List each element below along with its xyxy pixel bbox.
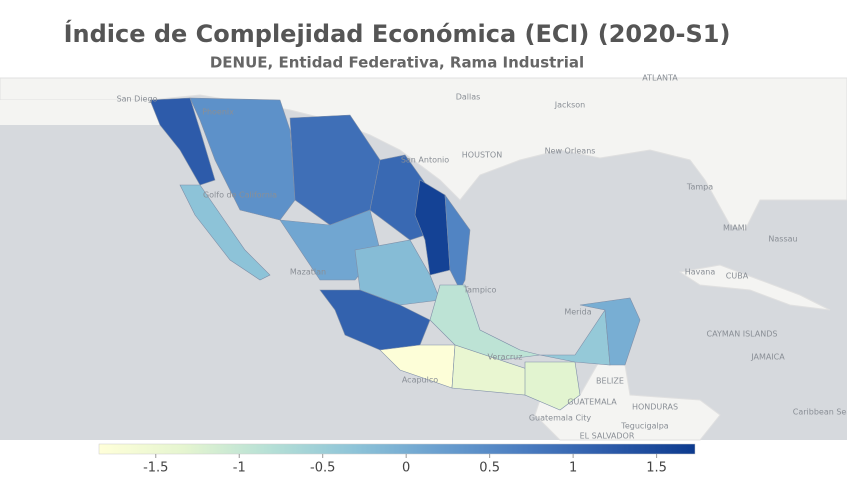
map-label: Phoenix: [202, 108, 234, 117]
land-west: [0, 100, 160, 125]
map-label: San Diego: [117, 95, 158, 104]
tick-label: -0.5: [310, 461, 335, 476]
map-label: Guatemala City: [529, 414, 592, 423]
map-label: Tampico: [463, 286, 497, 295]
map-labels: San Diego Phoenix Dallas Jackson ATLANTA San …: [117, 74, 847, 441]
map-label: JAMAICA: [750, 353, 785, 362]
map-label: New Orleans: [545, 147, 596, 156]
map-label: GUATEMALA: [567, 398, 617, 407]
regions: [149, 97, 641, 411]
map-label: CUBA: [726, 272, 749, 281]
map-label: BELIZE: [596, 377, 624, 386]
region: [524, 361, 581, 411]
map-label: Caribbean Sea: [793, 408, 847, 417]
map-label: Merida: [564, 308, 591, 317]
map-label: CAYMAN ISLANDS: [707, 330, 778, 339]
colorbar: [98, 443, 696, 455]
map-label: Jackson: [554, 101, 585, 110]
map-label: Havana: [685, 268, 716, 277]
tick-label: 1.5: [646, 461, 667, 476]
subtitle: DENUE, Entidad Federativa, Rama Industri…: [210, 54, 584, 72]
region: [579, 297, 641, 366]
basemap: [0, 77, 847, 441]
map-label: ATLANTA: [642, 74, 678, 83]
map-label: MIAMI: [723, 224, 747, 233]
map-label: Nassau: [768, 235, 797, 244]
title: Índice de Complejidad Económica (ECI) (2…: [64, 19, 731, 48]
tick-label: 0.5: [479, 461, 500, 476]
map-label: Tegucigalpa: [620, 422, 669, 431]
tick-label: 1: [569, 461, 577, 476]
map-label: Golfo de California: [203, 191, 277, 200]
map-label: HONDURAS: [632, 403, 678, 412]
tick-label: -1: [233, 461, 246, 476]
central-america: [534, 359, 721, 441]
map-label: Mazatlan: [290, 268, 326, 277]
map-label: EL SALVADOR: [580, 432, 635, 441]
map-label: Tampa: [686, 183, 713, 192]
map-label: Dallas: [456, 93, 481, 102]
map-label: Veracruz: [488, 353, 523, 362]
region: [179, 184, 271, 281]
tick-label: 0: [402, 461, 410, 476]
cuba: [678, 264, 831, 311]
map-label: HOUSTON: [462, 151, 502, 160]
tick-label: -1.5: [143, 461, 168, 476]
map-label: Acapulco: [402, 376, 438, 385]
region: [149, 97, 216, 186]
colorbar-ticks: -1.5 -1 -0.5 0 0.5 1 1.5: [143, 454, 667, 476]
map-label: San Antonio: [401, 156, 449, 165]
